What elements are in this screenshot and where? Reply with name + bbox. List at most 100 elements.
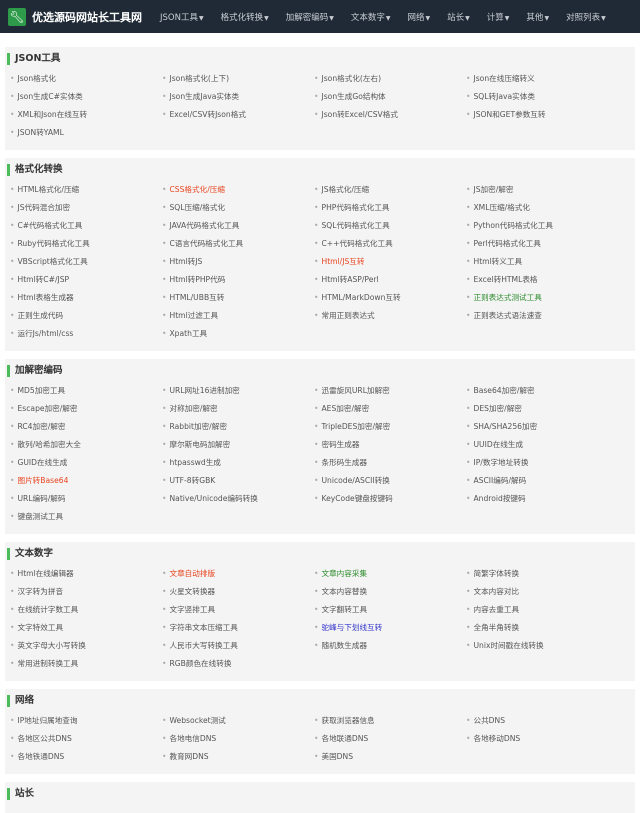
- tool-link[interactable]: • 散列/哈希加密大全: [10, 440, 162, 458]
- tool-link[interactable]: • Json格式化: [10, 74, 162, 92]
- tool-link[interactable]: • JS格式化/压缩: [314, 185, 466, 203]
- tool-link[interactable]: • IP/数字地址转换: [466, 458, 618, 476]
- tool-link[interactable]: • 汉字转为拼音: [10, 587, 162, 605]
- tool-link[interactable]: • 文本内容替换: [314, 587, 466, 605]
- tool-link[interactable]: • 在线统计字数工具: [10, 605, 162, 623]
- menu-item[interactable]: 计算▼: [487, 11, 510, 23]
- tool-link[interactable]: • XML和Json在线互转: [10, 110, 162, 128]
- menu-item[interactable]: 格式化转换▼: [221, 11, 269, 23]
- tool-link[interactable]: • 常用正则表达式: [314, 311, 466, 329]
- tool-link[interactable]: • MD5加密工具: [10, 386, 162, 404]
- tool-link[interactable]: • SQL压缩/格式化: [162, 203, 314, 221]
- tool-link[interactable]: • 正则表达式测试工具: [466, 293, 618, 311]
- tool-link[interactable]: • Base64加密/解密: [466, 386, 618, 404]
- tool-link[interactable]: • htpasswd生成: [162, 458, 314, 476]
- tool-link[interactable]: • 正则表达式语法速查: [466, 311, 618, 329]
- tool-link[interactable]: • Html/JS互转: [314, 257, 466, 275]
- tool-link[interactable]: • 图片转Base64: [10, 476, 162, 494]
- tool-link[interactable]: • Json转Excel/CSV格式: [314, 110, 466, 128]
- tool-link[interactable]: • Html转PHP代码: [162, 275, 314, 293]
- tool-link[interactable]: • URL编码/解码: [10, 494, 162, 512]
- tool-link[interactable]: • URL网址16进制加密: [162, 386, 314, 404]
- tool-link[interactable]: • Unicode/ASCII转换: [314, 476, 466, 494]
- tool-link[interactable]: • 字符串文本压缩工具: [162, 623, 314, 641]
- tool-link[interactable]: • GUID在线生成: [10, 458, 162, 476]
- tool-link[interactable]: • Html转JS: [162, 257, 314, 275]
- tool-link[interactable]: • Native/Unicode编码转换: [162, 494, 314, 512]
- tool-link[interactable]: • 文章内容采集: [314, 569, 466, 587]
- tool-link[interactable]: • 正则生成代码: [10, 311, 162, 329]
- tool-link[interactable]: • Excel/CSV转Json格式: [162, 110, 314, 128]
- wrench-icon[interactable]: 🔧︎: [8, 7, 26, 26]
- tool-link[interactable]: • 简繁字体转换: [466, 569, 618, 587]
- tool-link[interactable]: • 运行Js/html/css: [10, 329, 162, 347]
- tool-link[interactable]: • CSS格式化/压缩: [162, 185, 314, 203]
- tool-link[interactable]: • 美国DNS: [314, 752, 466, 770]
- tool-link[interactable]: • JSON和GET参数互转: [466, 110, 618, 128]
- tool-link[interactable]: • 文字翻转工具: [314, 605, 466, 623]
- tool-link[interactable]: • Json生成Go结构体: [314, 92, 466, 110]
- menu-item[interactable]: 文本数字▼: [351, 11, 391, 23]
- tool-link[interactable]: • Json生成Java实体类: [162, 92, 314, 110]
- tool-link[interactable]: • Excel转HTML表格: [466, 275, 618, 293]
- tool-link[interactable]: • Android按键码: [466, 494, 618, 512]
- tool-link[interactable]: • 驼峰与下划线互转: [314, 623, 466, 641]
- tool-link[interactable]: • Json格式化(左右): [314, 74, 466, 92]
- tool-link[interactable]: • C++代码格式化工具: [314, 239, 466, 257]
- tool-link[interactable]: • SQL转Java实体类: [466, 92, 618, 110]
- tool-link[interactable]: • UUID在线生成: [466, 440, 618, 458]
- tool-link[interactable]: • 文章自动排版: [162, 569, 314, 587]
- tool-link[interactable]: • VBScript格式化工具: [10, 257, 162, 275]
- tool-link[interactable]: • HTML格式化/压缩: [10, 185, 162, 203]
- tool-link[interactable]: • Rabbit加密/解密: [162, 422, 314, 440]
- tool-link[interactable]: • JAVA代码格式化工具: [162, 221, 314, 239]
- tool-link[interactable]: • RC4加密/解密: [10, 422, 162, 440]
- tool-link[interactable]: • Ruby代码格式化工具: [10, 239, 162, 257]
- menu-item[interactable]: 对照列表▼: [566, 11, 606, 23]
- tool-link[interactable]: • SHA/SHA256加密: [466, 422, 618, 440]
- tool-link[interactable]: • XML压缩/格式化: [466, 203, 618, 221]
- menu-item[interactable]: 其他▼: [526, 11, 549, 23]
- tool-link[interactable]: • SQL代码格式化工具: [314, 221, 466, 239]
- tool-link[interactable]: • Html转C#/JSP: [10, 275, 162, 293]
- tool-link[interactable]: • 各地移动DNS: [466, 734, 618, 752]
- tool-link[interactable]: • 文字特效工具: [10, 623, 162, 641]
- tool-link[interactable]: • 公共DNS: [466, 716, 618, 734]
- tool-link[interactable]: • Xpath工具: [162, 329, 314, 347]
- tool-link[interactable]: • 文字竖排工具: [162, 605, 314, 623]
- tool-link[interactable]: • 条形码生成器: [314, 458, 466, 476]
- tool-link[interactable]: • Unix时间戳在线转换: [466, 641, 618, 659]
- tool-link[interactable]: • 各地电信DNS: [162, 734, 314, 752]
- tool-link[interactable]: • PHP代码格式化工具: [314, 203, 466, 221]
- tool-link[interactable]: • 全角半角转换: [466, 623, 618, 641]
- tool-link[interactable]: • Html在线编辑器: [10, 569, 162, 587]
- tool-link[interactable]: • DES加密/解密: [466, 404, 618, 422]
- tool-link[interactable]: • Websocket测试: [162, 716, 314, 734]
- tool-link[interactable]: • 获取浏览器信息: [314, 716, 466, 734]
- tool-link[interactable]: • C语言代码格式化工具: [162, 239, 314, 257]
- tool-link[interactable]: • 英文字母大小写转换: [10, 641, 162, 659]
- tool-link[interactable]: • 对称加密/解密: [162, 404, 314, 422]
- menu-item[interactable]: JSON工具▼: [160, 11, 204, 23]
- tool-link[interactable]: • JS加密/解密: [466, 185, 618, 203]
- tool-link[interactable]: • 各地联通DNS: [314, 734, 466, 752]
- tool-link[interactable]: • 各地区公共DNS: [10, 734, 162, 752]
- tool-link[interactable]: • TripleDES加密/解密: [314, 422, 466, 440]
- menu-item[interactable]: 加解密编码▼: [286, 11, 334, 23]
- tool-link[interactable]: • 摩尔斯电码加解密: [162, 440, 314, 458]
- tool-link[interactable]: • Html表格生成器: [10, 293, 162, 311]
- tool-link[interactable]: • JS代码混合加密: [10, 203, 162, 221]
- tool-link[interactable]: • 教育网DNS: [162, 752, 314, 770]
- menu-item[interactable]: 网络▼: [408, 11, 431, 23]
- tool-link[interactable]: • Escape加密/解密: [10, 404, 162, 422]
- tool-link[interactable]: • Perl代码格式化工具: [466, 239, 618, 257]
- tool-link[interactable]: • 各地铁通DNS: [10, 752, 162, 770]
- tool-link[interactable]: • HTML/UBB互转: [162, 293, 314, 311]
- tool-link[interactable]: • C#代码格式化工具: [10, 221, 162, 239]
- tool-link[interactable]: • 内容去重工具: [466, 605, 618, 623]
- tool-link[interactable]: • UTF-8转GBK: [162, 476, 314, 494]
- tool-link[interactable]: • Python代码格式化工具: [466, 221, 618, 239]
- tool-link[interactable]: • 常用进制转换工具: [10, 659, 162, 677]
- tool-link[interactable]: • Html转义工具: [466, 257, 618, 275]
- tool-link[interactable]: • 人民币大写转换工具: [162, 641, 314, 659]
